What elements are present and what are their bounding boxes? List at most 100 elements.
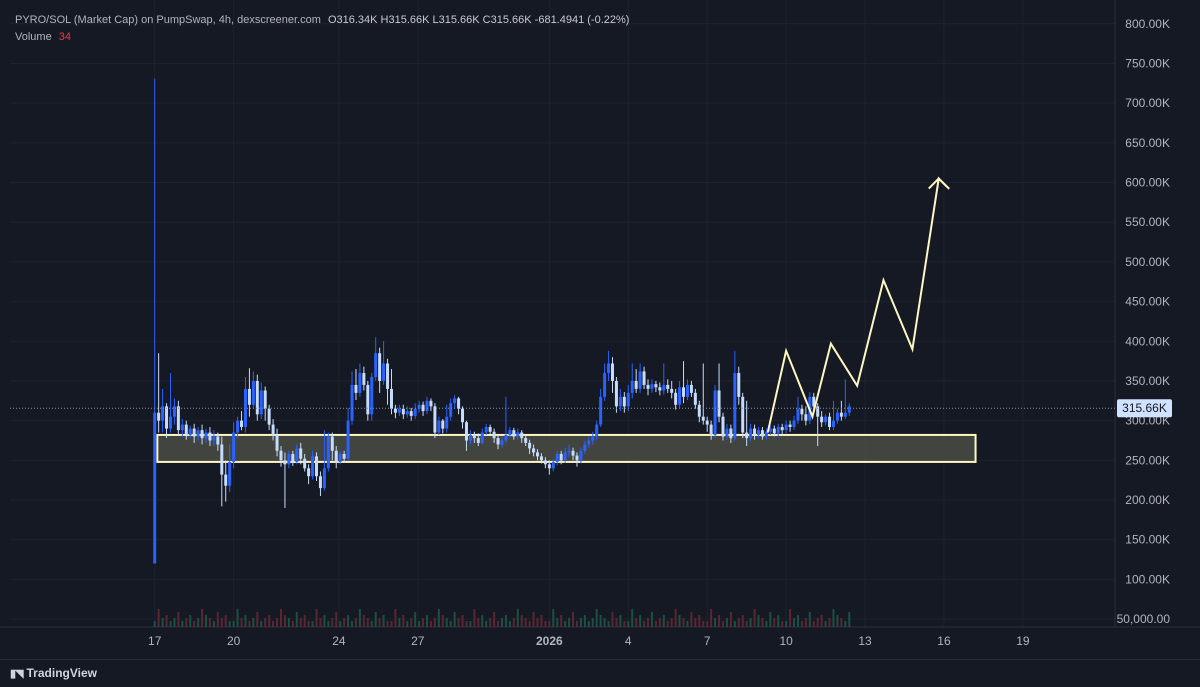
candle[interactable]	[733, 350, 737, 441]
candle[interactable]	[236, 416, 240, 439]
candle[interactable]	[176, 400, 180, 435]
candle[interactable]	[768, 425, 772, 435]
candle[interactable]	[251, 371, 255, 409]
candle[interactable]	[382, 341, 386, 385]
tradingview-logo[interactable]: ▮◥ TradingView	[10, 666, 97, 680]
candle[interactable]	[240, 411, 244, 431]
candle[interactable]	[658, 382, 662, 396]
candle[interactable]	[188, 425, 192, 439]
candle[interactable]	[532, 444, 536, 457]
candle[interactable]	[792, 415, 796, 431]
candle[interactable]	[579, 447, 583, 464]
candle[interactable]	[804, 406, 808, 426]
candle[interactable]	[263, 386, 267, 421]
candle[interactable]	[476, 433, 480, 447]
candle[interactable]	[520, 430, 524, 443]
candle[interactable]	[212, 430, 216, 447]
candle[interactable]	[157, 353, 161, 433]
candle[interactable]	[307, 464, 311, 485]
candle[interactable]	[709, 420, 713, 440]
candle[interactable]	[626, 384, 630, 412]
candle[interactable]	[295, 444, 299, 465]
candle[interactable]	[662, 363, 666, 395]
candle[interactable]	[717, 363, 721, 423]
candle[interactable]	[753, 424, 757, 440]
candle[interactable]	[366, 380, 370, 421]
candle[interactable]	[208, 426, 212, 447]
candle[interactable]	[563, 447, 567, 463]
candle[interactable]	[184, 420, 188, 440]
candle[interactable]	[437, 416, 441, 435]
time-axis[interactable]: 17 20 24 27 2026 4 7 10 13 16 19	[148, 634, 1030, 648]
candle[interactable]	[528, 439, 532, 454]
candle[interactable]	[480, 428, 484, 445]
candle[interactable]	[311, 450, 315, 480]
candle[interactable]	[464, 420, 468, 451]
projection-line[interactable]	[766, 176, 950, 433]
candle[interactable]	[421, 401, 425, 416]
candle[interactable]	[386, 358, 390, 405]
candlestick-series[interactable]	[153, 78, 851, 564]
candle[interactable]	[445, 404, 449, 433]
candle[interactable]	[824, 414, 828, 426]
candle[interactable]	[745, 400, 749, 447]
candle[interactable]	[389, 369, 393, 415]
candle[interactable]	[622, 392, 626, 413]
candle[interactable]	[338, 450, 342, 465]
candle[interactable]	[737, 366, 741, 405]
candle[interactable]	[666, 379, 670, 393]
candle[interactable]	[816, 403, 820, 447]
candle[interactable]	[168, 373, 172, 433]
candle[interactable]	[764, 428, 768, 440]
candle[interactable]	[642, 366, 646, 389]
candle[interactable]	[796, 396, 800, 424]
candle[interactable]	[279, 446, 283, 467]
candle[interactable]	[417, 400, 421, 413]
candle[interactable]	[354, 369, 358, 401]
candle[interactable]	[693, 388, 697, 409]
candle[interactable]	[362, 366, 366, 391]
candle[interactable]	[599, 388, 603, 427]
candle[interactable]	[843, 379, 847, 420]
candle[interactable]	[678, 380, 682, 408]
candle[interactable]	[441, 419, 445, 434]
candle[interactable]	[670, 380, 674, 399]
candle[interactable]	[654, 380, 658, 393]
candle[interactable]	[247, 368, 251, 417]
candle[interactable]	[228, 444, 232, 493]
candle[interactable]	[496, 434, 500, 450]
candle[interactable]	[393, 404, 397, 419]
candle[interactable]	[701, 363, 705, 425]
candle[interactable]	[847, 403, 851, 416]
candle[interactable]	[607, 350, 611, 381]
candle[interactable]	[705, 416, 709, 432]
candle[interactable]	[196, 426, 200, 441]
candle[interactable]	[243, 376, 247, 433]
candle[interactable]	[291, 450, 295, 466]
candle[interactable]	[559, 450, 563, 465]
candle[interactable]	[429, 398, 433, 412]
projection-path[interactable]	[766, 176, 950, 433]
candle[interactable]	[413, 403, 417, 420]
candle[interactable]	[749, 423, 753, 442]
candle[interactable]	[776, 423, 780, 437]
candle[interactable]	[405, 406, 409, 418]
candle[interactable]	[839, 400, 843, 421]
candle[interactable]	[630, 363, 634, 399]
symbol-title[interactable]: PYRO/SOL (Market Cap) on PumpSwap, 4h, d…	[15, 14, 321, 26]
candle[interactable]	[508, 426, 512, 439]
candle[interactable]	[267, 404, 271, 431]
candle[interactable]	[224, 460, 228, 502]
candle[interactable]	[315, 452, 319, 481]
candle[interactable]	[322, 430, 326, 491]
candle[interactable]	[374, 337, 378, 381]
candle[interactable]	[457, 396, 461, 415]
candle[interactable]	[757, 426, 761, 439]
candle[interactable]	[516, 428, 520, 440]
candle[interactable]	[255, 374, 259, 421]
candle[interactable]	[488, 424, 492, 435]
candle[interactable]	[318, 471, 322, 497]
candle[interactable]	[685, 379, 689, 401]
candle[interactable]	[772, 425, 776, 437]
